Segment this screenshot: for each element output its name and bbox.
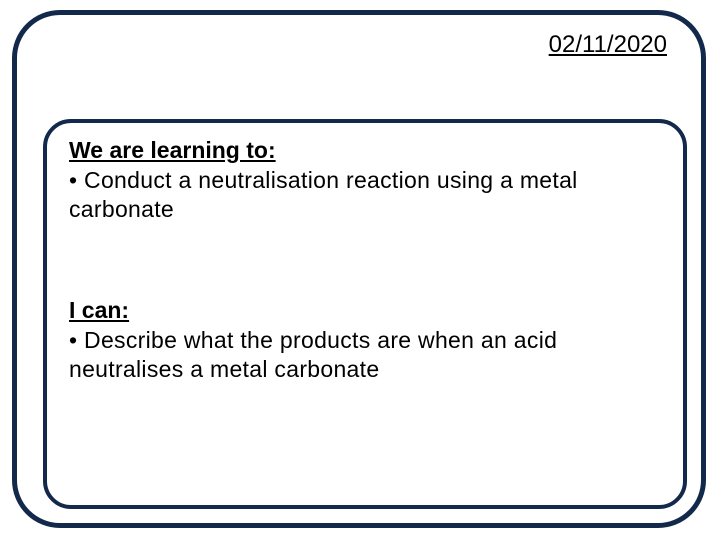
ican-bullet: • Describe what the products are when an…: [69, 326, 661, 385]
learning-bullet: • Conduct a neutralisation reaction usin…: [69, 166, 661, 225]
slide-date: 02/11/2020: [549, 31, 667, 59]
slide-frame: 02/11/2020 We are learning to: • Conduct…: [12, 10, 706, 528]
ican-heading: I can:: [69, 297, 661, 324]
content-box: We are learning to: • Conduct a neutrali…: [43, 119, 687, 509]
learning-heading: We are learning to:: [69, 137, 661, 164]
section-gap: [69, 225, 661, 297]
